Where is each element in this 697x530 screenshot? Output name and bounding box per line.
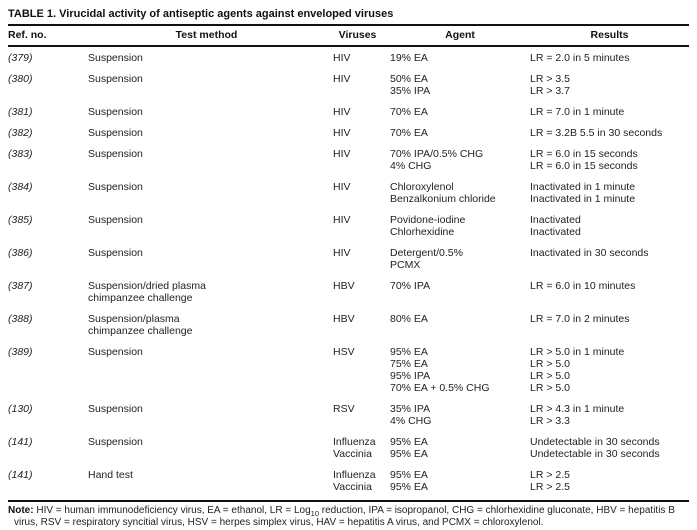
table-row: (388) Suspension/plasma chimpanzee chall… (8, 313, 689, 346)
note-text-before-subscript: HIV = human immunodeficiency virus, EA =… (33, 505, 311, 516)
agent-cell: 70% EA (390, 127, 428, 139)
agent-cell: 95% EA 75% EA 95% IPA 70% EA + 0.5% CHG (390, 346, 490, 394)
viruses-cell: RSV (333, 403, 355, 415)
viruses-cell: HIV (333, 127, 351, 139)
method-cell: Suspension (88, 106, 143, 118)
method-cell: Suspension/dried plasma chimpanzee chall… (88, 280, 206, 304)
ref-cell: (382) (8, 127, 33, 139)
table-row: (386) Suspension HIV Detergent/0.5% PCMX… (8, 247, 689, 280)
results-cell: LR > 3.5 LR > 3.7 (530, 73, 570, 97)
results-cell: Inactivated in 1 minute Inactivated in 1… (530, 181, 636, 205)
agent-cell: 19% EA (390, 52, 428, 64)
method-cell: Suspension (88, 181, 143, 193)
results-cell: LR = 6.0 in 15 seconds LR = 6.0 in 15 se… (530, 148, 638, 172)
results-cell: LR = 7.0 in 1 minute (530, 106, 625, 118)
ref-cell: (383) (8, 148, 33, 160)
table-row: (141) Suspension Influenza Vaccinia 95% … (8, 436, 689, 469)
results-cell: LR = 3.2B 5.5 in 30 seconds (530, 127, 663, 139)
viruses-cell: Influenza Vaccinia (333, 436, 376, 460)
agent-cell: 70% IPA/0.5% CHG 4% CHG (390, 148, 484, 172)
table-row: (385) Suspension HIV Povidone-iodine Chl… (8, 214, 689, 247)
results-cell: LR > 4.3 in 1 minute LR > 3.3 (530, 403, 625, 427)
method-cell: Suspension (88, 247, 143, 259)
ref-cell: (380) (8, 73, 33, 85)
agent-cell: 70% IPA (390, 280, 431, 292)
viruses-cell: HBV (333, 313, 355, 325)
results-cell: LR = 6.0 in 10 minutes (530, 280, 636, 292)
method-cell: Suspension (88, 214, 143, 226)
ref-cell: (385) (8, 214, 33, 226)
viruses-cell: HBV (333, 280, 355, 292)
method-cell: Suspension/plasma chimpanzee challenge (88, 313, 193, 337)
results-cell: Inactivated Inactivated (530, 214, 581, 238)
header-row: Ref. no. Test method Viruses Agent Resul… (8, 25, 689, 47)
method-cell: Suspension (88, 346, 143, 358)
table-footnote: Note: HIV = human immunodeficiency virus… (8, 505, 689, 528)
agent-cell: Povidone-iodine Chlorhexidine (390, 214, 466, 238)
agent-cell: 35% IPA 4% CHG (390, 403, 432, 427)
table-row: (389) Suspension HSV 95% EA 75% EA 95% I… (8, 346, 689, 403)
method-cell: Suspension (88, 127, 143, 139)
method-cell: Suspension (88, 148, 143, 160)
method-cell: Suspension (88, 403, 143, 415)
table-row: (141) Hand test Influenza Vaccinia 95% E… (8, 469, 689, 501)
header-ref-no: Ref. no. (8, 25, 88, 47)
results-cell: LR = 7.0 in 2 minutes (530, 313, 630, 325)
table-row: (379) Suspension HIV 19% EA LR = 2.0 in … (8, 46, 689, 73)
ref-cell: (389) (8, 346, 33, 358)
note-text-after-subscript: reduction, IPA = isopropanol, CHG = chlo… (14, 505, 675, 528)
method-cell: Suspension (88, 52, 143, 64)
header-agent: Agent (390, 25, 530, 47)
note-label: Note: (8, 505, 34, 516)
viruses-cell: HIV (333, 148, 351, 160)
ref-cell: (384) (8, 181, 33, 193)
method-cell: Suspension (88, 436, 143, 448)
viruses-cell: HIV (333, 181, 351, 193)
header-viruses: Viruses (325, 25, 390, 47)
ref-cell: (141) (8, 469, 33, 481)
viruses-cell: HIV (333, 106, 351, 118)
method-cell: Hand test (88, 469, 133, 481)
ref-cell: (381) (8, 106, 33, 118)
viruses-cell: HIV (333, 73, 351, 85)
table-row: (383) Suspension HIV 70% IPA/0.5% CHG 4%… (8, 148, 689, 181)
table-row: (382) Suspension HIV 70% EA LR = 3.2B 5.… (8, 127, 689, 148)
log-subscript: 10 (310, 509, 320, 518)
agent-cell: 95% EA 95% EA (390, 469, 428, 493)
table-row: (387) Suspension/dried plasma chimpanzee… (8, 280, 689, 313)
agent-cell: 70% EA (390, 106, 428, 118)
viruses-cell: HIV (333, 247, 351, 259)
agent-cell: Detergent/0.5% PCMX (390, 247, 463, 271)
results-cell: Undetectable in 30 seconds Undetectable … (530, 436, 660, 460)
virucidal-activity-table: Ref. no. Test method Viruses Agent Resul… (8, 24, 689, 502)
table-row: (384) Suspension HIV Chloroxylenol Benza… (8, 181, 689, 214)
ref-cell: (130) (8, 403, 33, 415)
agent-cell: Chloroxylenol Benzalkonium chloride (390, 181, 496, 205)
method-cell: Suspension (88, 73, 143, 85)
agent-cell: 80% EA (390, 313, 428, 325)
ref-cell: (141) (8, 436, 33, 448)
table-row: (381) Suspension HIV 70% EA LR = 7.0 in … (8, 106, 689, 127)
table-title: TABLE 1. Virucidal activity of antisepti… (8, 8, 394, 20)
viruses-cell: HIV (333, 52, 351, 64)
ref-cell: (379) (8, 52, 33, 64)
ref-cell: (387) (8, 280, 33, 292)
viruses-cell: Influenza Vaccinia (333, 469, 376, 493)
results-cell: Inactivated in 30 seconds (530, 247, 649, 259)
results-cell: LR = 2.0 in 5 minutes (530, 52, 630, 64)
ref-cell: (388) (8, 313, 33, 325)
table-row: (130) Suspension RSV 35% IPA 4% CHG LR >… (8, 403, 689, 436)
results-cell: LR > 2.5 LR > 2.5 (530, 469, 570, 493)
agent-cell: 95% EA 95% EA (390, 436, 428, 460)
header-test-method: Test method (88, 25, 325, 47)
agent-cell: 50% EA 35% IPA (390, 73, 431, 97)
table-row: (380) Suspension HIV 50% EA 35% IPA LR >… (8, 73, 689, 106)
viruses-cell: HSV (333, 346, 355, 358)
header-results: Results (530, 25, 689, 47)
ref-cell: (386) (8, 247, 33, 259)
viruses-cell: HIV (333, 214, 351, 226)
results-cell: LR > 5.0 in 1 minute LR > 5.0 LR > 5.0 L… (530, 346, 625, 394)
